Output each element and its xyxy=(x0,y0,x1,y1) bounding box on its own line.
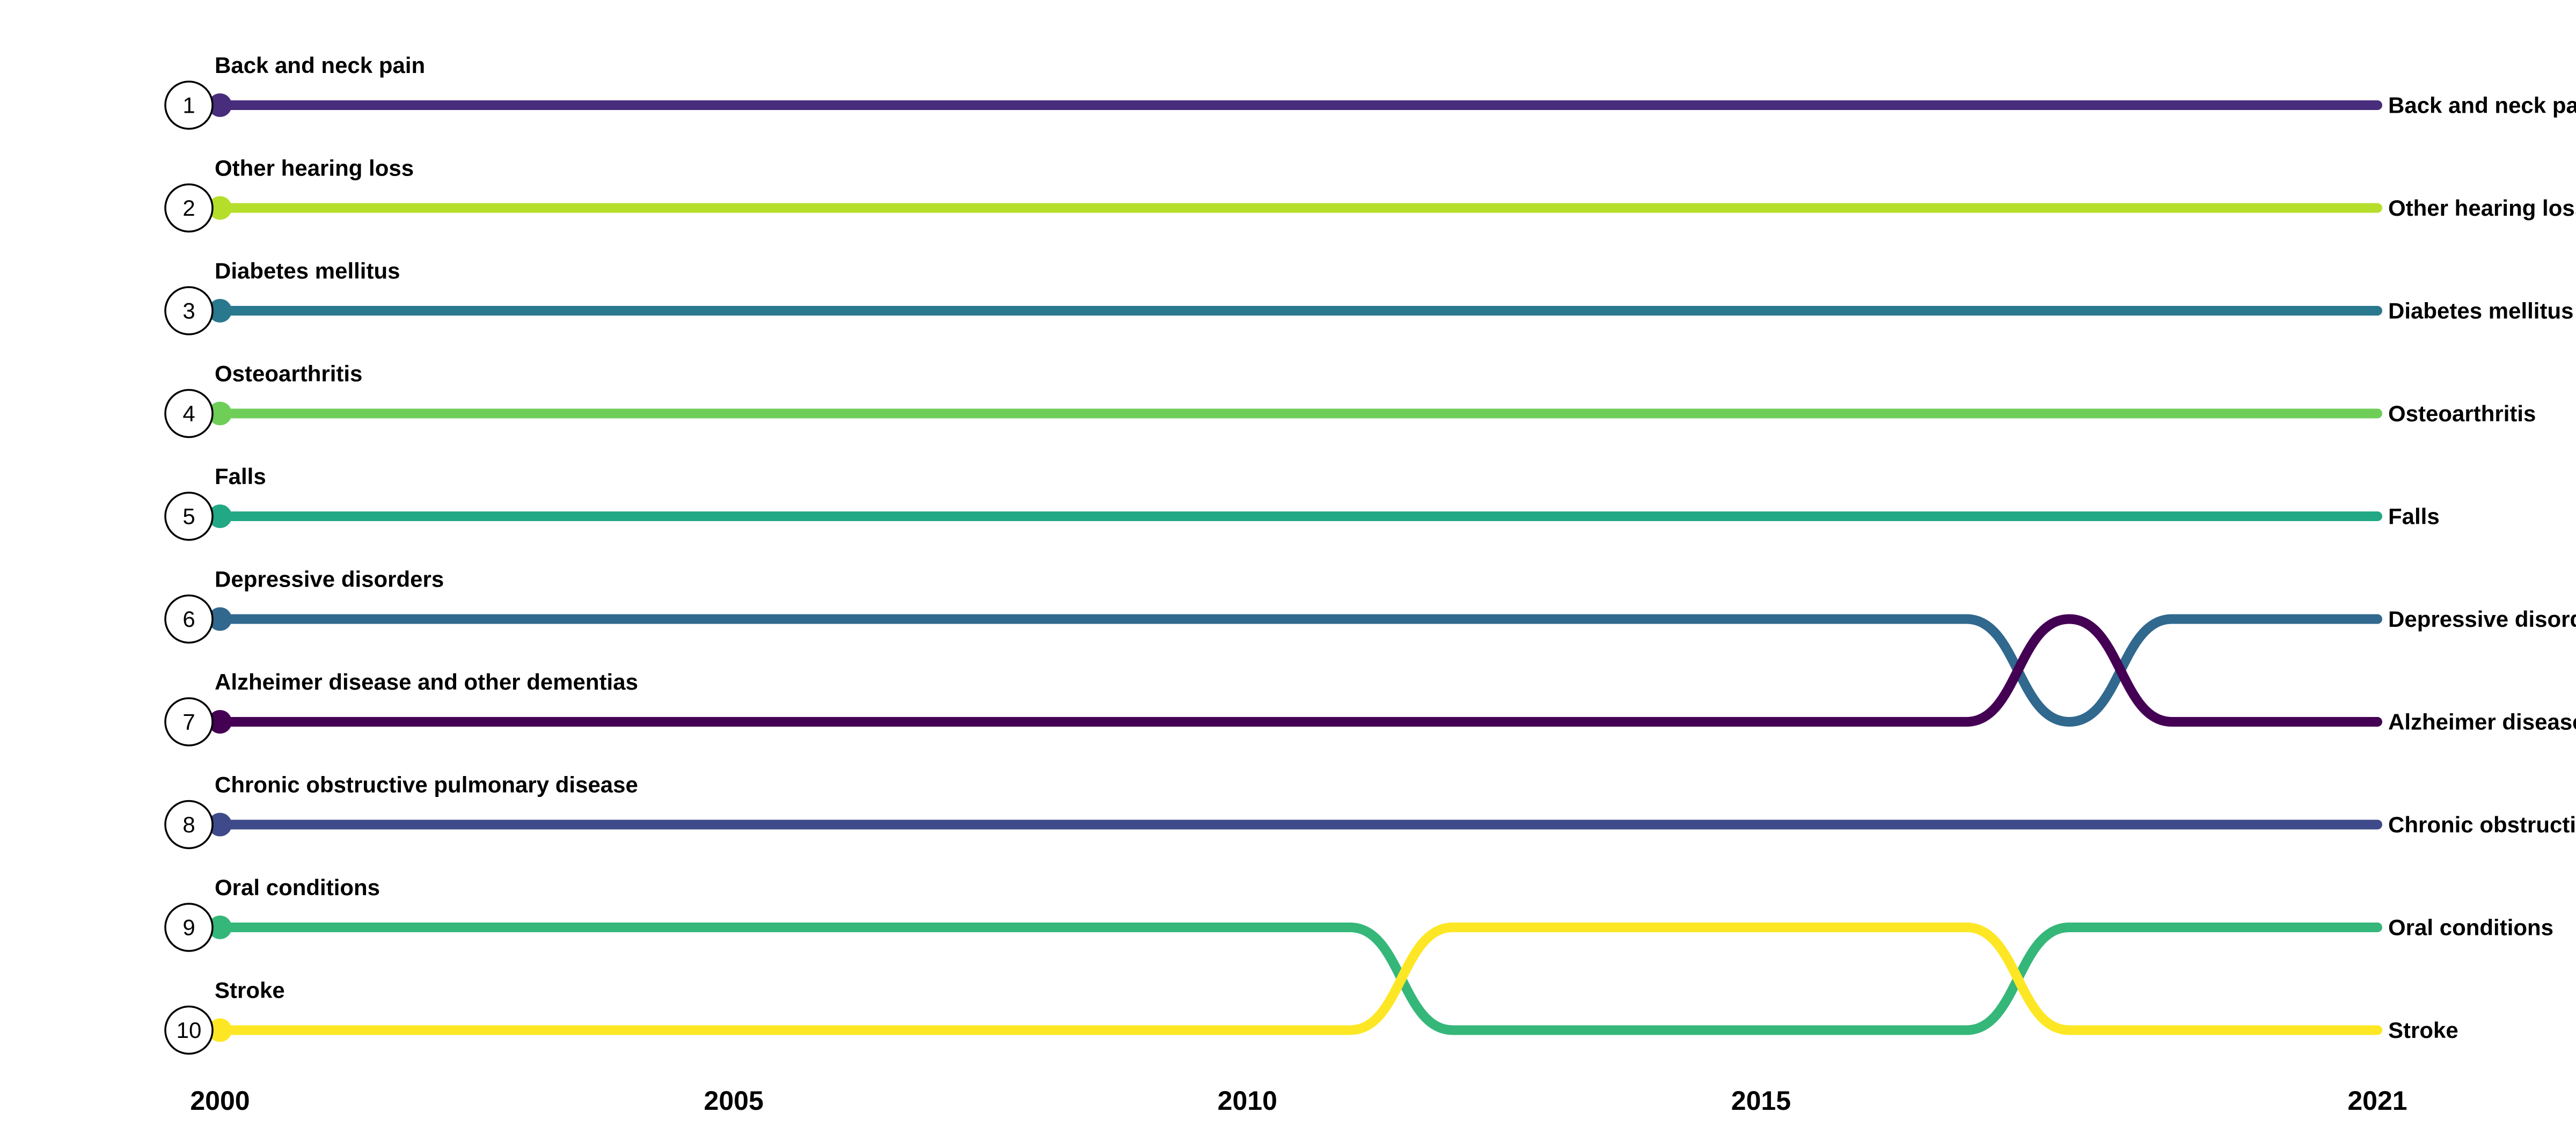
series-start-dot-alzheimer-disease-and-other-dementias xyxy=(208,710,232,734)
series-end-label-stroke: Stroke xyxy=(2388,1018,2458,1043)
series-top-label-chronic-obstructive-pulmonary-disease: Chronic obstructive pulmonary disease xyxy=(215,772,638,797)
x-tick-2015: 2015 xyxy=(1731,1086,1791,1116)
series-top-label-alzheimer-disease-and-other-dementias: Alzheimer disease and other dementias xyxy=(215,669,638,694)
rank-markers: 1 2 3 4 5 6 7 8 9 10 xyxy=(164,80,214,1055)
x-tick-2010: 2010 xyxy=(1218,1086,1277,1116)
series-top-label-stroke: Stroke xyxy=(215,978,285,1003)
series-start-dot-oral-conditions xyxy=(208,916,232,939)
series-line-oral-conditions xyxy=(215,923,2382,1035)
series-start-dot-chronic-obstructive-pulmonary-disease xyxy=(208,813,232,837)
series-top-label-falls: Falls xyxy=(215,464,266,489)
rank-circle-3 xyxy=(164,286,214,335)
rank-number-1: 1 xyxy=(182,93,195,118)
rank-number-3: 3 xyxy=(182,298,195,324)
rank-circle-6 xyxy=(164,594,214,644)
rank-number-9: 9 xyxy=(182,915,195,940)
x-axis: 2000 2005 2010 2015 2021 xyxy=(190,1086,2407,1116)
series-end-label-diabetes-mellitus: Diabetes mellitus xyxy=(2388,298,2573,324)
series-start-dot-osteoarthritis xyxy=(208,401,232,426)
rank-number-6: 6 xyxy=(182,606,195,632)
series-end-label-falls: Falls xyxy=(2388,504,2440,529)
series-top-label-other-hearing-loss: Other hearing loss xyxy=(215,156,414,181)
series-top-label-diabetes-mellitus: Diabetes mellitus xyxy=(215,258,400,283)
series-labels: Back and neck pain Back and neck pain Othe… xyxy=(215,53,2576,1043)
rank-circle-10 xyxy=(164,1005,214,1055)
rank-number-5: 5 xyxy=(182,504,195,529)
series-top-label-depressive-disorders: Depressive disorders xyxy=(215,567,444,592)
rank-circle-4 xyxy=(164,389,214,438)
rank-circle-7 xyxy=(164,697,214,747)
series-line-stroke xyxy=(215,923,2382,1035)
series-end-label-back-and-neck-pain: Back and neck pain xyxy=(2388,93,2576,118)
series-end-label-other-hearing-loss: Other hearing loss xyxy=(2388,195,2576,221)
series-top-label-osteoarthritis: Osteoarthritis xyxy=(215,361,362,386)
series-start-dot-back-and-neck-pain xyxy=(208,93,232,117)
rank-circle-9 xyxy=(164,903,214,952)
rank-circle-1 xyxy=(164,80,214,130)
rank-number-8: 8 xyxy=(182,812,195,837)
series-top-label-back-and-neck-pain: Back and neck pain xyxy=(215,53,425,78)
series-end-label-alzheimer-disease-and-other-dementias: Alzheimer disease and other dementias xyxy=(2388,709,2576,735)
x-tick-2005: 2005 xyxy=(704,1086,764,1116)
rank-circle-8 xyxy=(164,800,214,850)
series-line-depressive-disorders xyxy=(215,614,2382,727)
rank-number-4: 4 xyxy=(182,401,195,426)
series-start-dot-depressive-disorders xyxy=(208,607,232,631)
x-tick-2000: 2000 xyxy=(190,1086,250,1116)
rank-circle-5 xyxy=(164,492,214,541)
series-end-label-oral-conditions: Oral conditions xyxy=(2388,915,2553,940)
series-start-dot-stroke xyxy=(208,1018,232,1042)
rank-number-2: 2 xyxy=(182,195,195,221)
series-start-dot-falls xyxy=(208,504,232,528)
series-start-dot-diabetes-mellitus xyxy=(208,299,232,323)
rank-circle-2 xyxy=(164,183,214,233)
series-line-alzheimer-disease-and-other-dementias xyxy=(215,614,2382,727)
series-end-label-depressive-disorders: Depressive disorders xyxy=(2388,606,2576,632)
rank-number-7: 7 xyxy=(182,709,195,735)
series-end-label-osteoarthritis: Osteoarthritis xyxy=(2388,401,2536,426)
x-tick-2021: 2021 xyxy=(2347,1086,2407,1116)
series-lines xyxy=(208,93,2382,1042)
series-top-label-oral-conditions: Oral conditions xyxy=(215,875,380,900)
series-end-label-chronic-obstructive-pulmonary-disease: Chronic obstructive pulmonary disease xyxy=(2388,812,2576,837)
rank-number-10: 10 xyxy=(177,1018,202,1043)
series-start-dot-other-hearing-loss xyxy=(208,196,232,220)
